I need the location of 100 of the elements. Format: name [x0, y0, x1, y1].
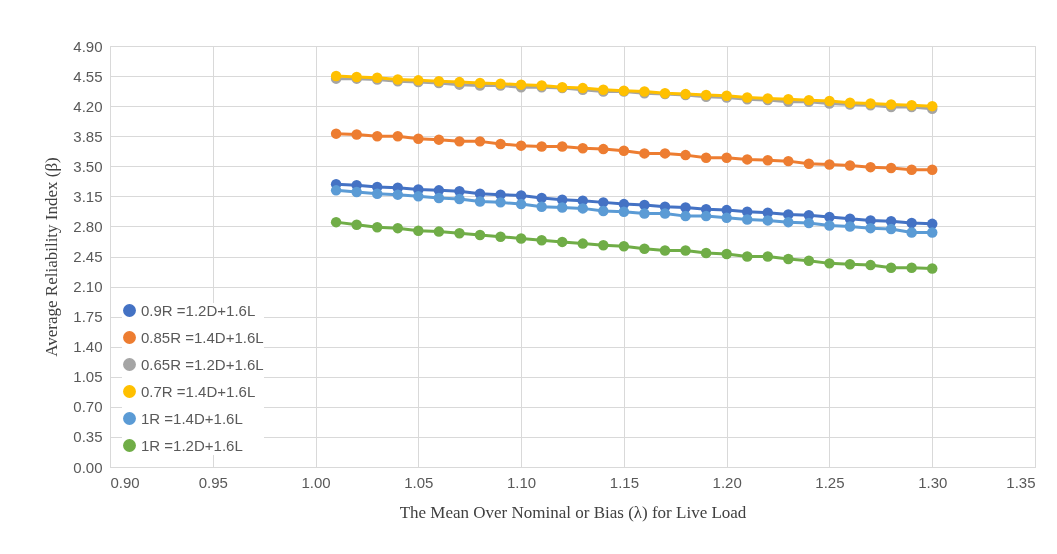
- point: [906, 262, 917, 273]
- y-tick-label: 0.00: [73, 458, 103, 476]
- point: [926, 164, 938, 175]
- point: [906, 164, 917, 175]
- point: [433, 134, 445, 145]
- point: [659, 148, 671, 159]
- point: [351, 129, 362, 140]
- point: [906, 217, 917, 229]
- y-tick-label: 3.85: [73, 127, 103, 145]
- point: [474, 196, 486, 207]
- point: [680, 149, 691, 161]
- legend-label: 0.65R =1.2D+1.6L: [141, 355, 264, 373]
- point: [803, 158, 815, 169]
- point: [906, 227, 917, 238]
- x-tick-label: 1.00: [301, 473, 331, 491]
- point: [515, 233, 527, 244]
- x-tick-label: 1.20: [712, 473, 742, 491]
- point: [824, 159, 835, 170]
- point: [659, 208, 671, 219]
- legend-label: 0.85R =1.4D+1.6L: [141, 328, 264, 346]
- point: [741, 154, 753, 165]
- point: [474, 229, 486, 241]
- y-tick-label: 2.10: [73, 278, 103, 296]
- point: [351, 186, 362, 198]
- x-tick-label: 0.90: [110, 473, 140, 491]
- point: [515, 140, 527, 151]
- y-tick-label: 2.80: [73, 217, 103, 235]
- point: [926, 227, 938, 238]
- point: [700, 247, 712, 259]
- point: [536, 192, 547, 204]
- point: [824, 211, 835, 223]
- y-tick-label: 1.75: [73, 308, 103, 326]
- point: [433, 192, 445, 204]
- point: [803, 217, 815, 229]
- y-tick-label: 4.90: [73, 37, 103, 55]
- point: [618, 206, 630, 218]
- point: [639, 148, 650, 159]
- point: [824, 220, 835, 231]
- point: [495, 197, 506, 208]
- point: [515, 198, 527, 210]
- point: [556, 141, 568, 152]
- point: [926, 263, 938, 274]
- point: [865, 222, 876, 234]
- point: [433, 226, 445, 237]
- point: [413, 191, 424, 202]
- point: [659, 245, 671, 256]
- point: [783, 216, 794, 228]
- point: [700, 152, 712, 163]
- point: [598, 197, 609, 208]
- point: [844, 259, 856, 270]
- x-tick-label: 1.10: [507, 473, 537, 491]
- y-tick-label: 3.50: [73, 157, 103, 175]
- point: [577, 238, 589, 249]
- point: [598, 240, 609, 251]
- point: [330, 128, 342, 139]
- point: [741, 251, 753, 262]
- point: [783, 155, 794, 167]
- x-tick-label: 1.35: [1006, 473, 1036, 491]
- point: [721, 212, 732, 224]
- point: [454, 136, 465, 147]
- point: [536, 234, 547, 246]
- point: [680, 202, 691, 213]
- point: [885, 162, 897, 174]
- point: [454, 193, 465, 205]
- point: [762, 155, 774, 166]
- x-tick-label: 1.05: [404, 473, 434, 491]
- point: [495, 138, 506, 150]
- legend-label: 0.7R =1.4D+1.6L: [141, 382, 256, 400]
- point: [741, 214, 753, 225]
- point: [413, 133, 424, 145]
- point: [556, 236, 568, 248]
- point: [618, 240, 630, 252]
- point: [392, 189, 404, 200]
- point: [885, 262, 897, 273]
- y-tick-label: 4.20: [73, 97, 103, 115]
- point: [926, 218, 938, 230]
- x-tick-label: 1.25: [815, 473, 845, 491]
- legend-label: 1R =1.4D+1.6L: [141, 409, 243, 427]
- point: [639, 243, 650, 254]
- y-tick-label: 4.55: [73, 67, 103, 85]
- point: [577, 143, 589, 154]
- point: [844, 160, 856, 171]
- point: [577, 203, 589, 214]
- y-tick-label: 0.35: [73, 428, 103, 446]
- point: [536, 201, 547, 212]
- point: [639, 208, 650, 219]
- y-tick-label: 3.15: [73, 187, 103, 205]
- point: [474, 136, 486, 147]
- point: [865, 259, 876, 271]
- y-axis-title: Average Reliability Index (β): [42, 157, 62, 357]
- y-tick-label: 0.70: [73, 398, 103, 416]
- point: [536, 141, 547, 152]
- point: [721, 248, 732, 260]
- point: [700, 210, 712, 222]
- point: [330, 216, 342, 228]
- point: [824, 258, 835, 269]
- point: [392, 222, 404, 234]
- point: [618, 145, 630, 157]
- legend-label: 1R =1.2D+1.6L: [141, 436, 243, 454]
- point: [598, 143, 609, 155]
